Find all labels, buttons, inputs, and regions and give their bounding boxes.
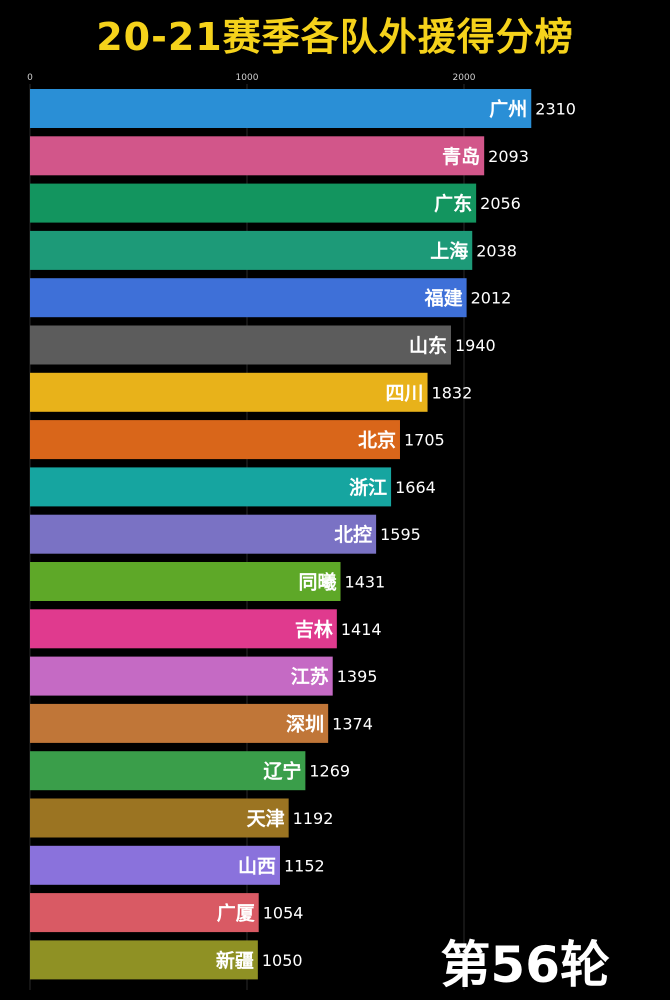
- value-label: 2012: [471, 289, 512, 308]
- category-label: 四川: [386, 382, 424, 404]
- bar: [30, 420, 400, 460]
- bar: [30, 703, 329, 743]
- value-label: 2310: [535, 100, 576, 119]
- value-label: 1595: [380, 525, 421, 544]
- x-tick-label: 2000: [453, 73, 476, 83]
- category-label: 广厦: [217, 902, 256, 925]
- bar: [30, 278, 467, 318]
- bar: [30, 656, 333, 696]
- category-label: 北控: [334, 523, 372, 546]
- category-label: 上海: [430, 239, 468, 262]
- bar: [30, 609, 337, 649]
- bar: [30, 751, 306, 791]
- bar: [30, 798, 289, 838]
- bar: [30, 845, 280, 885]
- value-label: 2038: [476, 241, 517, 260]
- value-label: 1832: [432, 383, 473, 402]
- bar: [30, 940, 258, 980]
- bar: [30, 893, 259, 933]
- value-label: 1054: [263, 904, 304, 923]
- value-label: 1940: [455, 336, 496, 355]
- bar: [30, 467, 392, 507]
- category-label: 山西: [238, 855, 276, 877]
- value-label: 2093: [488, 147, 529, 166]
- value-label: 1050: [262, 951, 303, 970]
- category-label: 辽宁: [263, 760, 301, 783]
- value-label: 2056: [480, 194, 521, 213]
- x-tick-label: 0: [27, 73, 33, 83]
- category-label: 福建: [424, 287, 463, 310]
- bar: [30, 89, 532, 128]
- chart-title: 20-21赛季各队外援得分榜: [96, 15, 574, 59]
- value-label: 1705: [404, 431, 445, 450]
- category-label: 广州: [489, 98, 527, 121]
- bar: [30, 183, 477, 223]
- bar: [30, 136, 485, 176]
- value-label: 1152: [284, 856, 325, 875]
- value-label: 1431: [345, 573, 386, 592]
- value-label: 1192: [293, 809, 334, 828]
- category-label: 同曦: [299, 571, 337, 594]
- bar: [30, 230, 473, 270]
- category-label: 浙江: [349, 476, 387, 499]
- value-label: 1269: [309, 762, 350, 781]
- category-label: 江苏: [291, 665, 329, 688]
- category-label: 山东: [409, 334, 447, 357]
- value-label: 1395: [337, 667, 378, 686]
- category-label: 青岛: [442, 145, 480, 168]
- category-label: 北京: [358, 429, 396, 452]
- category-label: 天津: [247, 807, 285, 830]
- round-label: 第56轮: [440, 936, 610, 994]
- bar: [30, 372, 428, 412]
- category-label: 深圳: [286, 712, 324, 735]
- category-label: 吉林: [295, 618, 333, 641]
- bar: [30, 562, 341, 601]
- category-label: 广东: [434, 192, 472, 215]
- bar: [30, 325, 451, 365]
- value-label: 1374: [332, 714, 373, 733]
- x-tick-label: 1000: [236, 73, 259, 83]
- value-label: 1664: [395, 478, 436, 497]
- category-label: 新疆: [216, 949, 254, 972]
- value-label: 1414: [341, 620, 382, 639]
- bar: [30, 514, 377, 554]
